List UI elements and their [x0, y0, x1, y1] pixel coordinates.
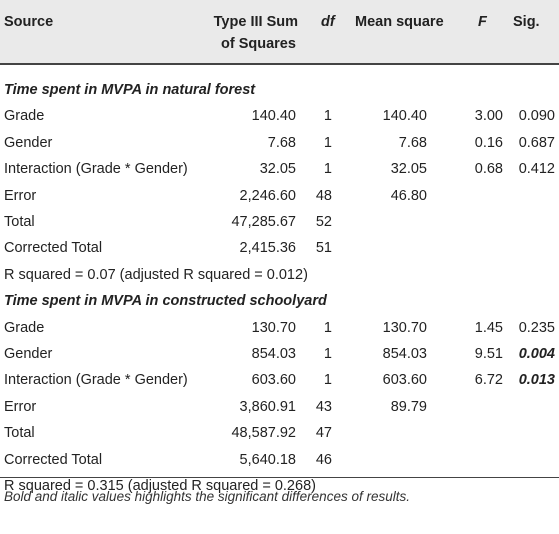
table-row: Corrected Total 2,415.36 51 — [0, 236, 559, 262]
cell-ss: 854.03 — [251, 346, 296, 362]
cell-source: Grade — [4, 108, 45, 125]
cell-ss: 130.70 — [251, 319, 296, 336]
cell-df: 47 — [315, 425, 332, 442]
table-row: Error 2,246.60 48 46.80 — [0, 184, 559, 210]
cell-ms: 7.68 — [398, 134, 427, 151]
table-row: Grade 140.40 1 140.40 3.00 0.090 — [0, 104, 559, 130]
cell-ss: 5,640.18 — [239, 451, 296, 468]
cell-ms: 46.80 — [390, 187, 427, 204]
cell-ss: 2,415.36 — [239, 240, 296, 257]
cell-ss: 32.05 — [259, 161, 296, 178]
cell-df: 43 — [315, 398, 332, 415]
cell-ms: 854.03 — [382, 346, 427, 362]
cell-f: 0.68 — [474, 161, 503, 178]
header-ss-line2: of Squares — [221, 36, 296, 52]
cell-source: Gender — [4, 134, 53, 151]
cell-source: Total — [4, 425, 35, 442]
cell-df: 48 — [315, 187, 332, 204]
cell-ss: 140.40 — [251, 108, 296, 125]
header-df: df — [321, 14, 335, 30]
header-mean-square: Mean square — [355, 14, 444, 30]
cell-f: 6.72 — [474, 372, 503, 389]
table-row: Interaction (Grade * Gender) 32.05 1 32.05 0… — [0, 157, 559, 183]
table-row: Gender 854.03 1 854.03 9.51 0.004 — [0, 342, 559, 368]
cell-df: 1 — [323, 319, 332, 336]
cell-source: Interaction (Grade * Gender) — [4, 372, 188, 389]
header-source: Source — [4, 14, 54, 30]
footnote: Bold and italic values highlights the si… — [4, 489, 410, 504]
cell-ss: 48,587.92 — [231, 425, 296, 442]
table-row: Error 3,860.91 43 89.79 — [0, 395, 559, 421]
cell-df: 1 — [323, 134, 332, 151]
cell-ms: 130.70 — [382, 319, 427, 336]
cell-ss: 603.60 — [251, 372, 296, 389]
cell-df: 1 — [323, 161, 332, 178]
cell-source: Corrected Total — [4, 451, 103, 468]
table-row: Grade 130.70 1 130.70 1.45 0.235 — [0, 316, 559, 342]
table-row: Corrected Total 5,640.18 46 — [0, 448, 559, 474]
cell-ms: 140.40 — [382, 108, 427, 125]
cell-ss: 2,246.60 — [239, 187, 296, 204]
r-squared-note: R squared = 0.07 (adjusted R squared = 0… — [4, 266, 308, 283]
cell-df: 1 — [323, 108, 332, 125]
cell-ms: 89.79 — [390, 398, 427, 415]
cell-sig: 0.687 — [518, 134, 555, 151]
cell-source: Interaction (Grade * Gender) — [4, 161, 188, 178]
cell-df: 46 — [315, 451, 332, 468]
table-row: Total 47,285.67 52 — [0, 210, 559, 236]
cell-f: 0.16 — [474, 134, 503, 151]
table-row: Interaction (Grade * Gender) 603.60 1 603.6… — [0, 368, 559, 394]
cell-sig: 0.090 — [518, 108, 555, 125]
cell-f: 3.00 — [474, 108, 503, 125]
cell-sig: 0.412 — [518, 161, 555, 178]
cell-source: Grade — [4, 319, 45, 336]
cell-f: 1.45 — [474, 319, 503, 336]
cell-ss: 3,860.91 — [239, 398, 296, 415]
cell-df: 1 — [323, 372, 332, 389]
cell-source: Error — [4, 398, 37, 415]
cell-source: Gender — [4, 346, 53, 362]
cell-df: 51 — [315, 240, 332, 257]
cell-source: Error — [4, 187, 37, 204]
cell-df: 52 — [315, 214, 332, 230]
cell-ms: 603.60 — [382, 372, 427, 389]
table-header: Source Type III Sum of Squares df Mean s… — [0, 0, 559, 65]
table-row: Gender 7.68 1 7.68 0.16 0.687 — [0, 131, 559, 157]
header-ss-line1: Type III Sum — [213, 14, 298, 30]
cell-source: Corrected Total — [4, 240, 103, 257]
table-row: Total 48,587.92 47 — [0, 421, 559, 447]
cell-sig: 0.235 — [518, 319, 555, 336]
header-sig: Sig. — [513, 14, 540, 30]
section-title: Time spent in MVPA in constructed school… — [4, 293, 327, 310]
r-squared-note: R squared = 0.315 (adjusted R squared = … — [4, 478, 316, 494]
cell-f: 9.51 — [474, 346, 503, 362]
cell-sig: 0.004 — [518, 346, 555, 362]
cell-ss: 7.68 — [267, 134, 296, 151]
cell-source: Total — [4, 214, 35, 230]
cell-ms: 32.05 — [390, 161, 427, 178]
cell-df: 1 — [323, 346, 332, 362]
header-f: F — [478, 14, 487, 30]
cell-ss: 47,285.67 — [231, 214, 296, 230]
cell-sig: 0.013 — [518, 372, 555, 389]
bottom-rule — [0, 477, 559, 478]
section-title: Time spent in MVPA in natural forest — [4, 82, 256, 98]
